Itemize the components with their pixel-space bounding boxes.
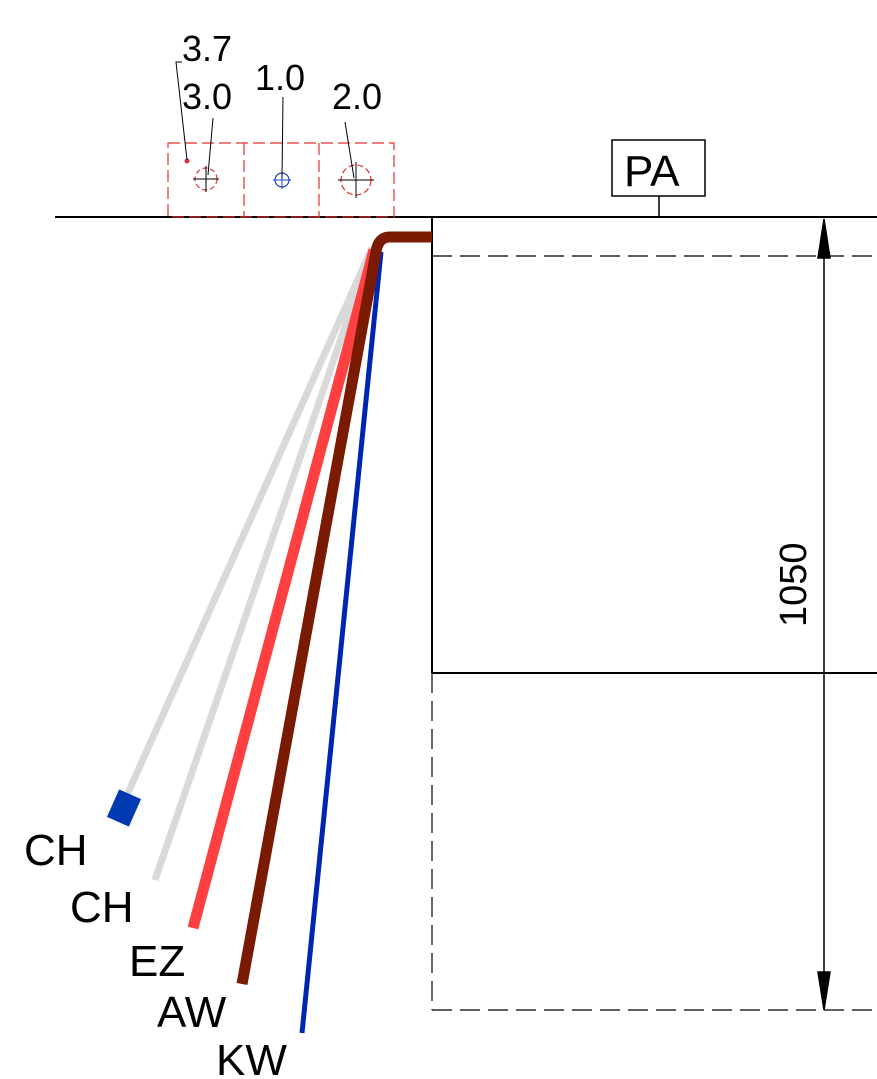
pipe-label-ch-1: CH <box>24 826 88 875</box>
pipe-label-kw: KW <box>216 1036 287 1079</box>
pipe-kw <box>299 251 384 1034</box>
pipe-ch-light <box>123 246 376 797</box>
room-outline-dashed <box>431 255 877 1011</box>
pipe-group <box>123 231 432 1034</box>
dimension-arrow-top <box>817 218 831 259</box>
zone-label: PA <box>624 147 680 196</box>
zone-box <box>611 139 706 217</box>
fitting-label-4: 2.0 <box>332 76 382 117</box>
pipe-end-cap-icon <box>106 789 142 827</box>
pipe-aw <box>236 231 432 985</box>
fitting-symbol-3-icon <box>338 162 374 198</box>
fitting-label-1: 3.7 <box>182 28 232 69</box>
dimension-label: 1050 <box>773 542 815 627</box>
pipe-label-aw: AW <box>157 988 227 1037</box>
pipe-ez <box>187 248 380 930</box>
pipe-label-ch-2: CH <box>70 883 134 932</box>
fitting-label-2: 3.0 <box>182 76 232 117</box>
leader-lines <box>175 61 355 179</box>
dimension-arrow-bottom <box>817 971 831 1011</box>
room-outline <box>431 217 877 674</box>
fitting-label-3: 1.0 <box>255 57 305 98</box>
fitting-boxes <box>167 142 395 218</box>
pipe-label-ez: EZ <box>129 937 185 986</box>
fitting-symbol-1-icon <box>184 158 219 192</box>
dimension-line <box>817 218 831 1011</box>
pipe-ch-light-2 <box>151 246 376 882</box>
